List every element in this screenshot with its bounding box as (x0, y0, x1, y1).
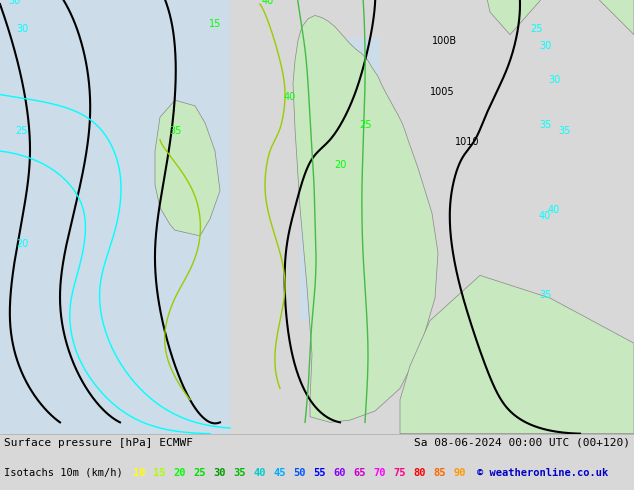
Text: 35: 35 (558, 126, 571, 136)
Polygon shape (293, 15, 438, 422)
Polygon shape (400, 275, 634, 434)
Text: 60: 60 (333, 468, 346, 478)
Text: 30: 30 (213, 468, 226, 478)
Text: 35: 35 (233, 468, 245, 478)
Text: 40: 40 (539, 211, 551, 221)
Text: 35: 35 (539, 121, 551, 130)
Text: 35: 35 (539, 290, 551, 300)
Text: 20: 20 (334, 160, 346, 170)
Text: 25: 25 (16, 126, 29, 136)
Text: 45: 45 (273, 468, 285, 478)
Text: 20: 20 (173, 468, 186, 478)
Text: Sa 08-06-2024 00:00 UTC (00+120): Sa 08-06-2024 00:00 UTC (00+120) (414, 438, 630, 448)
Text: 65: 65 (353, 468, 365, 478)
Text: 30: 30 (548, 75, 560, 85)
Text: 1010: 1010 (455, 137, 479, 147)
Text: 1005: 1005 (430, 87, 455, 97)
Text: 80: 80 (413, 468, 425, 478)
Text: 30: 30 (539, 41, 551, 51)
Text: 100B: 100B (432, 36, 457, 46)
Text: 40: 40 (284, 92, 296, 102)
Text: 30: 30 (16, 24, 28, 34)
Text: 40: 40 (253, 468, 266, 478)
Polygon shape (480, 0, 634, 35)
Text: 85: 85 (433, 468, 446, 478)
Text: 25: 25 (359, 121, 372, 130)
Text: 40: 40 (548, 205, 560, 215)
Text: © weatheronline.co.uk: © weatheronline.co.uk (477, 468, 608, 478)
Text: 10: 10 (133, 468, 145, 478)
Text: 55: 55 (313, 468, 325, 478)
Polygon shape (155, 100, 220, 236)
Text: 25: 25 (530, 24, 543, 34)
Polygon shape (300, 38, 380, 320)
Text: 30: 30 (8, 0, 20, 6)
Text: 25: 25 (193, 468, 205, 478)
Text: Isotachs 10m (km/h): Isotachs 10m (km/h) (4, 468, 123, 478)
Text: 40: 40 (262, 0, 274, 6)
Text: 70: 70 (373, 468, 385, 478)
Text: 35: 35 (169, 126, 181, 136)
Text: 50: 50 (293, 468, 306, 478)
Text: 90: 90 (453, 468, 465, 478)
Text: 20: 20 (16, 239, 28, 249)
Text: 75: 75 (393, 468, 406, 478)
Polygon shape (0, 0, 230, 434)
Text: 15: 15 (209, 19, 221, 29)
Text: Surface pressure [hPa] ECMWF: Surface pressure [hPa] ECMWF (4, 438, 193, 448)
Text: 15: 15 (153, 468, 165, 478)
